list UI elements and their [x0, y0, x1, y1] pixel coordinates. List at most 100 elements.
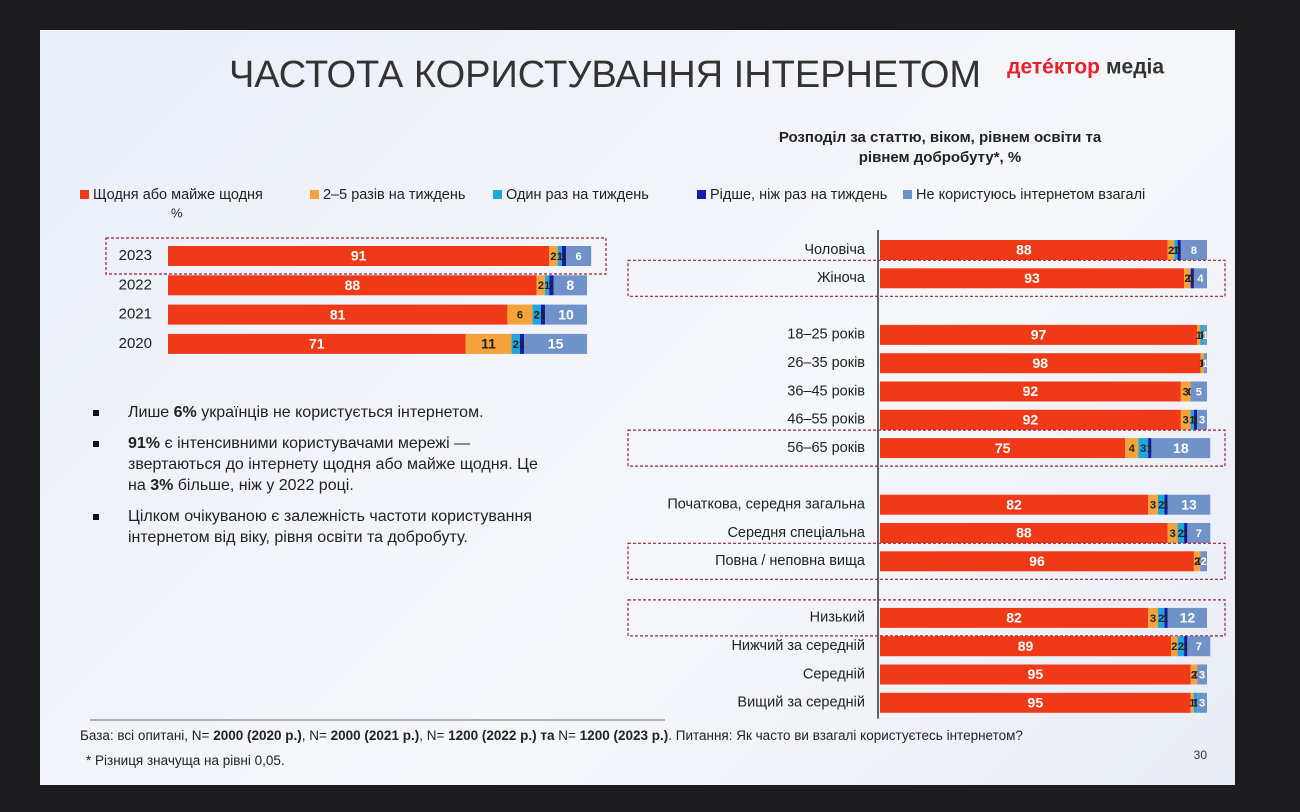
bold-text: 6%: [173, 404, 197, 421]
value-label: 1: [519, 339, 525, 351]
category-label: Низький: [810, 610, 865, 626]
category-label: 36–45 років: [787, 383, 865, 399]
legend-label: 2–5 разів на тиждень: [323, 187, 465, 203]
value-label: 12: [1180, 610, 1196, 626]
category-label: 2023: [119, 247, 152, 264]
value-label: 2: [1168, 245, 1174, 257]
bar-segment: [880, 692, 1191, 713]
value-label: 3: [1199, 698, 1205, 710]
footnote: База: всі опитані, N= 2000 (2020 р.), N=…: [80, 728, 1023, 743]
bar-segment: [1193, 409, 1198, 430]
bar-segment: [168, 246, 550, 266]
bar-segment: [880, 353, 1201, 374]
text: N=: [554, 728, 580, 743]
text: є інтенсивними користувачами мережі — зв…: [128, 435, 538, 494]
value-label: 2: [550, 251, 556, 263]
slide-title: ЧАСТОТА КОРИСТУВАННЯ ІНТЕРНЕТОМ: [229, 54, 981, 96]
bar-segment: [524, 333, 587, 354]
value-label: 82: [1006, 610, 1022, 626]
bold-text: 2000 (2021 р.): [330, 728, 420, 743]
bar-segment: [507, 304, 533, 325]
category-label: Нижчий за середній: [731, 638, 865, 654]
value-label: 1: [1192, 415, 1198, 427]
text: Цілком очікуваною є залежність частоти к…: [128, 508, 532, 546]
value-label: 1: [1183, 528, 1189, 540]
value-label: 2: [1158, 613, 1164, 625]
value-label: 91: [351, 248, 367, 264]
value-label: 2: [1194, 556, 1200, 568]
value-label: 1: [1189, 698, 1195, 710]
highlight-box: [627, 429, 1226, 467]
value-label: 2: [1184, 273, 1190, 285]
value-label: 6: [517, 310, 523, 322]
value-label: 10: [558, 306, 574, 322]
bar-segment: [880, 636, 1172, 657]
bar-segment: [1190, 268, 1194, 289]
value-label: 5: [1196, 386, 1202, 398]
value-label: 1: [561, 251, 567, 263]
category-label: 2022: [119, 276, 152, 293]
chart: ЧАСТОТА КОРИСТУВАННЯ ІНТЕРНЕТОМ детéктор…: [80, 54, 1226, 762]
bar-segment: [1125, 438, 1139, 459]
value-label: 18: [1173, 440, 1189, 456]
value-label: 1: [1189, 415, 1195, 427]
unit-label: %: [171, 205, 183, 220]
value-label: 3: [1183, 386, 1189, 398]
highlight-box: [627, 599, 1226, 637]
value-label: 95: [1028, 666, 1044, 682]
bar-segment: [1167, 494, 1211, 515]
bar-segment: [532, 304, 541, 325]
value-label: 2: [1178, 641, 1184, 653]
bar-segment: [1151, 438, 1211, 459]
bar-segment: [511, 333, 520, 354]
bar-segment: [1180, 240, 1207, 260]
value-label: 4: [1197, 273, 1204, 285]
bar-segment: [1193, 268, 1207, 289]
bar-segment: [1190, 409, 1194, 430]
bullet-item: 91% є інтенсивними користувачами мережі …: [90, 433, 550, 496]
logo-suffix: медіа: [1106, 56, 1164, 79]
value-label: 3: [1183, 415, 1189, 427]
value-label: 3: [1199, 415, 1205, 427]
footnote: * Різниця значуща на рівні 0,05.: [86, 753, 285, 768]
bar-segment: [880, 438, 1126, 459]
bar-segment: [1177, 240, 1181, 260]
category-label: Повна / неповна вища: [715, 553, 866, 569]
bar-segment: [1138, 438, 1149, 459]
bold-text: 1200 (2022 р.) та: [448, 728, 555, 743]
category-label: 2020: [119, 335, 152, 352]
text: більше, ніж у 2022 році.: [173, 477, 354, 494]
legend-swatch: [80, 190, 89, 199]
bar-segment: [536, 275, 546, 296]
bar-segment: [168, 275, 537, 296]
bar-segment: [1157, 607, 1165, 628]
bar-segment: [545, 275, 550, 296]
value-label: 2: [1201, 556, 1207, 568]
bar-segment: [880, 494, 1149, 515]
category-label: 2021: [119, 306, 152, 323]
bar-segment: [1177, 523, 1185, 543]
category-label: Середній: [803, 666, 865, 682]
bar-segment: [880, 240, 1168, 260]
bold-text: 3%: [150, 477, 174, 494]
value-label: 88: [345, 277, 361, 293]
category-label: 56–65 років: [787, 440, 865, 456]
value-label: 7: [1196, 528, 1202, 540]
bar-segment: [880, 381, 1181, 402]
bold-text: 1200 (2023 р.): [579, 728, 669, 743]
legend-label: Один раз на тиждень: [506, 187, 649, 203]
value-label: 1: [1173, 245, 1179, 257]
bar-segment: [1197, 692, 1207, 713]
value-label: 2: [1191, 669, 1197, 681]
value-label: 96: [1029, 553, 1045, 569]
bar-segment: [1200, 353, 1204, 374]
bar-segment: [1177, 636, 1185, 657]
value-label: 15: [548, 336, 564, 352]
value-label: 2: [534, 310, 540, 322]
bar-segment: [566, 246, 592, 266]
bar-segment: [1164, 494, 1168, 515]
bar-segment: [880, 664, 1191, 685]
bar-segment: [1148, 607, 1158, 628]
category-label: Жіноча: [817, 270, 866, 286]
value-label: 1: [548, 280, 554, 292]
